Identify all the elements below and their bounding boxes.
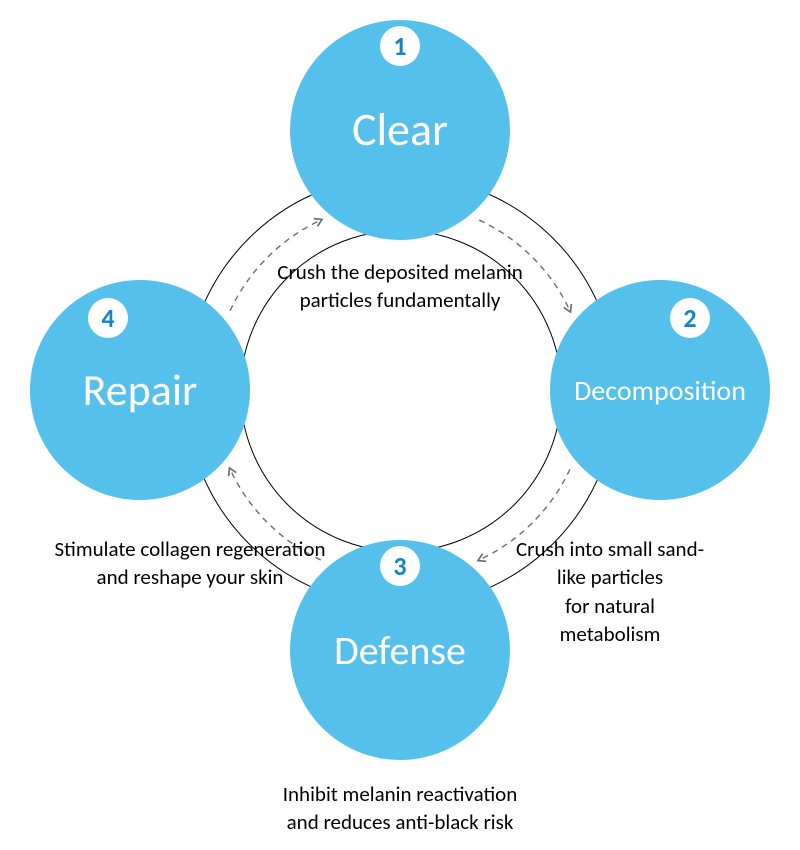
step-badge-defense: 3 <box>380 546 420 586</box>
caption-decomposition: Crush into small sand-like particles for… <box>515 535 705 648</box>
node-repair: Repair 4 <box>30 280 250 500</box>
node-clear: Clear 1 <box>290 20 510 240</box>
node-title-defense: Defense <box>334 626 466 675</box>
caption-repair: Stimulate collagen regeneration and resh… <box>55 535 326 592</box>
step-badge-decomposition: 2 <box>670 298 710 338</box>
node-title-decomposition: Decomposition <box>574 373 746 408</box>
caption-clear: Crush the deposited melanin particles fu… <box>277 258 522 315</box>
node-title-clear: Clear <box>352 102 448 158</box>
step-badge-repair: 4 <box>88 298 128 338</box>
node-title-repair: Repair <box>83 363 198 417</box>
step-badge-clear: 1 <box>380 26 420 66</box>
caption-defense: Inhibit melanin reactivation and reduces… <box>283 780 518 837</box>
node-decomposition: Decomposition 2 <box>550 280 770 500</box>
